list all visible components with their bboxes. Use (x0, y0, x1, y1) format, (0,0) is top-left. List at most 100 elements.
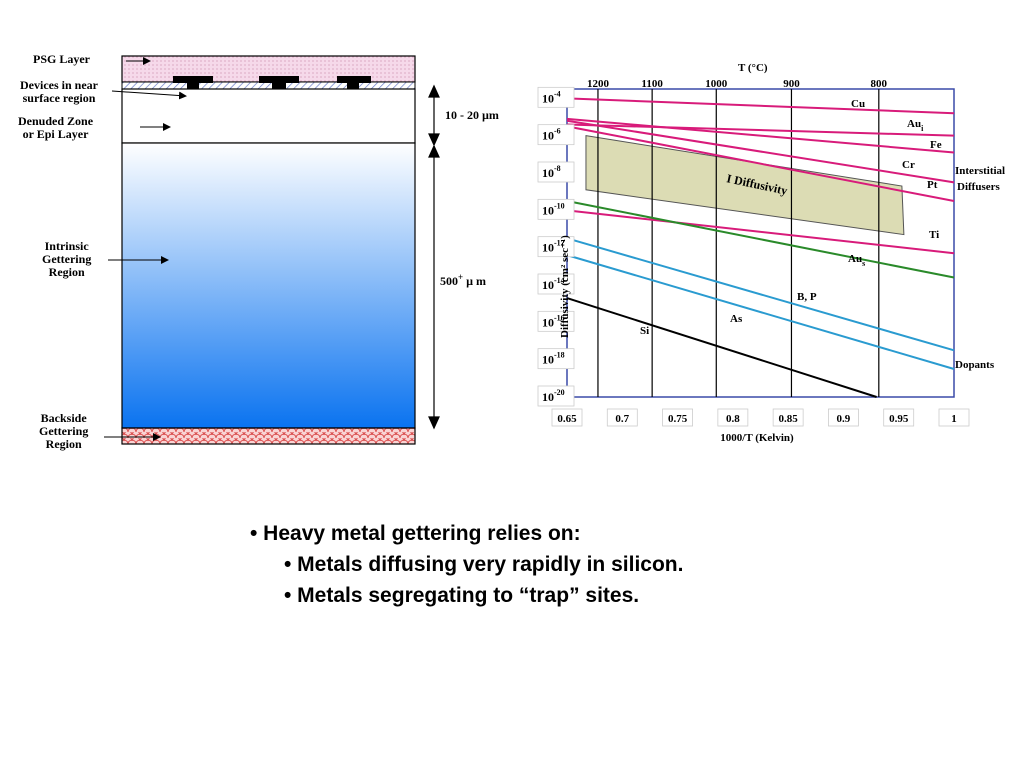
x-tick-label: 0.75 (668, 413, 688, 425)
x-tick-box (883, 408, 915, 427)
top-axis-tick-label: 1100 (641, 78, 663, 90)
bullet-sub-1: • Metals diffusing very rapidly in silic… (284, 553, 684, 576)
series-label: Si (640, 325, 649, 337)
bullet-main: • Heavy metal gettering relies on: (250, 522, 581, 545)
x-tick-label: 0.8 (726, 413, 740, 425)
backside-gettering-region (121, 427, 416, 445)
top-axis-tick-label: 800 (871, 78, 888, 90)
intrinsic-label-line-3: Region (48, 265, 85, 279)
y-tick-box (537, 385, 575, 407)
denuded-zone (121, 88, 416, 144)
x-tick-label: 0.65 (557, 413, 577, 425)
backside-label-line-2: Gettering (39, 424, 89, 438)
y-tick-exponent: -14 (554, 276, 565, 285)
top-axis-tick-label: 1200 (587, 78, 610, 90)
y-axis-label: Diffusivity (cm² sec⁻¹) (559, 235, 571, 338)
series-label-subscript: i (921, 124, 924, 133)
series-label: Fe (930, 139, 942, 151)
series-line (566, 117, 955, 154)
series-line (566, 123, 955, 137)
x-tick-label: 0.9 (837, 413, 851, 425)
series-label: Ti (929, 229, 939, 241)
denuded-label-line-2: or Epi Layer (22, 127, 89, 141)
bulk-thickness-unit: µ m (463, 274, 487, 288)
y-tick-exponent: -4 (554, 89, 561, 98)
x-tick-box (772, 408, 804, 427)
dopants-label: Dopants (955, 359, 995, 371)
intrinsic-label-line-2: Gettering (42, 252, 92, 266)
series-line (566, 97, 955, 115)
y-tick-exponent: -16 (554, 313, 565, 322)
series-line (566, 254, 955, 370)
bullet-sub-2: • Metals segregating to “trap” sites. (284, 584, 640, 607)
series-line (566, 209, 955, 255)
x-tick-label: 0.95 (889, 413, 909, 425)
intrinsic-label-line-1: Intrinsic (44, 239, 89, 253)
series-line (566, 125, 955, 202)
y-tick-exponent: -12 (554, 239, 565, 248)
x-tick-box (828, 408, 859, 427)
x-tick-box (606, 408, 638, 427)
series-line (566, 200, 955, 279)
top-axis-title: T (°C) (738, 62, 768, 74)
top-axis-tick-label: 900 (783, 78, 800, 90)
y-tick-box (537, 86, 575, 108)
series-line (566, 297, 877, 398)
series-label-subscript: s (862, 259, 865, 268)
devices-label: Devices in near surface region (20, 79, 98, 105)
series-label: Pt (927, 179, 938, 191)
backside-label-line-3: Region (45, 437, 82, 451)
series-line (566, 119, 955, 184)
backside-label-line-1: Backside (40, 411, 87, 425)
plot-frame (566, 88, 955, 398)
denuded-thickness-label: 10 - 20 µm (445, 108, 499, 122)
i-diffusivity-box (585, 135, 905, 236)
x-tick-box (551, 408, 583, 427)
bulk-thickness-sup: + (458, 272, 464, 282)
wafer-diagram (104, 55, 440, 445)
bullet-list: • Heavy metal gettering relies on: • Met… (250, 518, 683, 611)
devices-label-line-1: Devices in near (20, 78, 98, 92)
series-label: Aus (848, 253, 865, 268)
y-tick-box (537, 198, 575, 220)
psg-layer-label: PSG Layer (33, 52, 90, 66)
series-label: Cu (851, 98, 865, 110)
y-tick-exponent: -8 (554, 164, 561, 173)
backside-gettering-label: Backside Gettering Region (39, 412, 88, 451)
y-tick-box (537, 124, 575, 146)
series-line (566, 237, 955, 352)
series-label: B, P (797, 291, 817, 303)
y-tick-box (537, 310, 575, 332)
intrinsic-gettering-label: Intrinsic Gettering Region (42, 240, 91, 279)
intrinsic-gettering-region (121, 142, 416, 429)
series-label: As (730, 313, 743, 325)
y-tick-exponent: -18 (554, 351, 565, 360)
devices-label-line-2: surface region (22, 91, 96, 105)
y-tick-box (537, 273, 575, 295)
denuded-zone-label: Denuded Zone or Epi Layer (18, 115, 93, 141)
interstitial-diffusers-label-2: Diffusers (957, 181, 1000, 193)
interstitial-diffusers-label-1: Interstitial (955, 165, 1005, 177)
series-label: Aui (907, 118, 924, 133)
x-tick-label: 0.85 (779, 413, 799, 425)
x-tick-label: 1 (951, 413, 957, 425)
label-arrows (104, 57, 187, 441)
y-tick-box (537, 348, 575, 370)
top-axis-tick-label: 1000 (705, 78, 728, 90)
bulk-thickness-label: 500+ µ m (440, 272, 486, 289)
y-tick-exponent: -20 (554, 388, 565, 397)
y-tick-exponent: -10 (554, 201, 565, 210)
x-tick-label: 0.7 (615, 413, 629, 425)
denuded-label-line-1: Denuded Zone (18, 114, 94, 128)
x-axis-label: 1000/T (Kelvin) (720, 432, 794, 444)
y-tick-exponent: -6 (554, 127, 561, 136)
x-tick-box (717, 408, 749, 427)
bulk-thickness-number: 500 (440, 274, 458, 288)
y-tick-box (537, 161, 575, 183)
x-tick-box (662, 408, 693, 427)
x-tick-box (938, 408, 970, 427)
y-tick-box (537, 236, 575, 258)
series-label: Cr (902, 159, 915, 171)
dimension-arrows (428, 84, 440, 430)
